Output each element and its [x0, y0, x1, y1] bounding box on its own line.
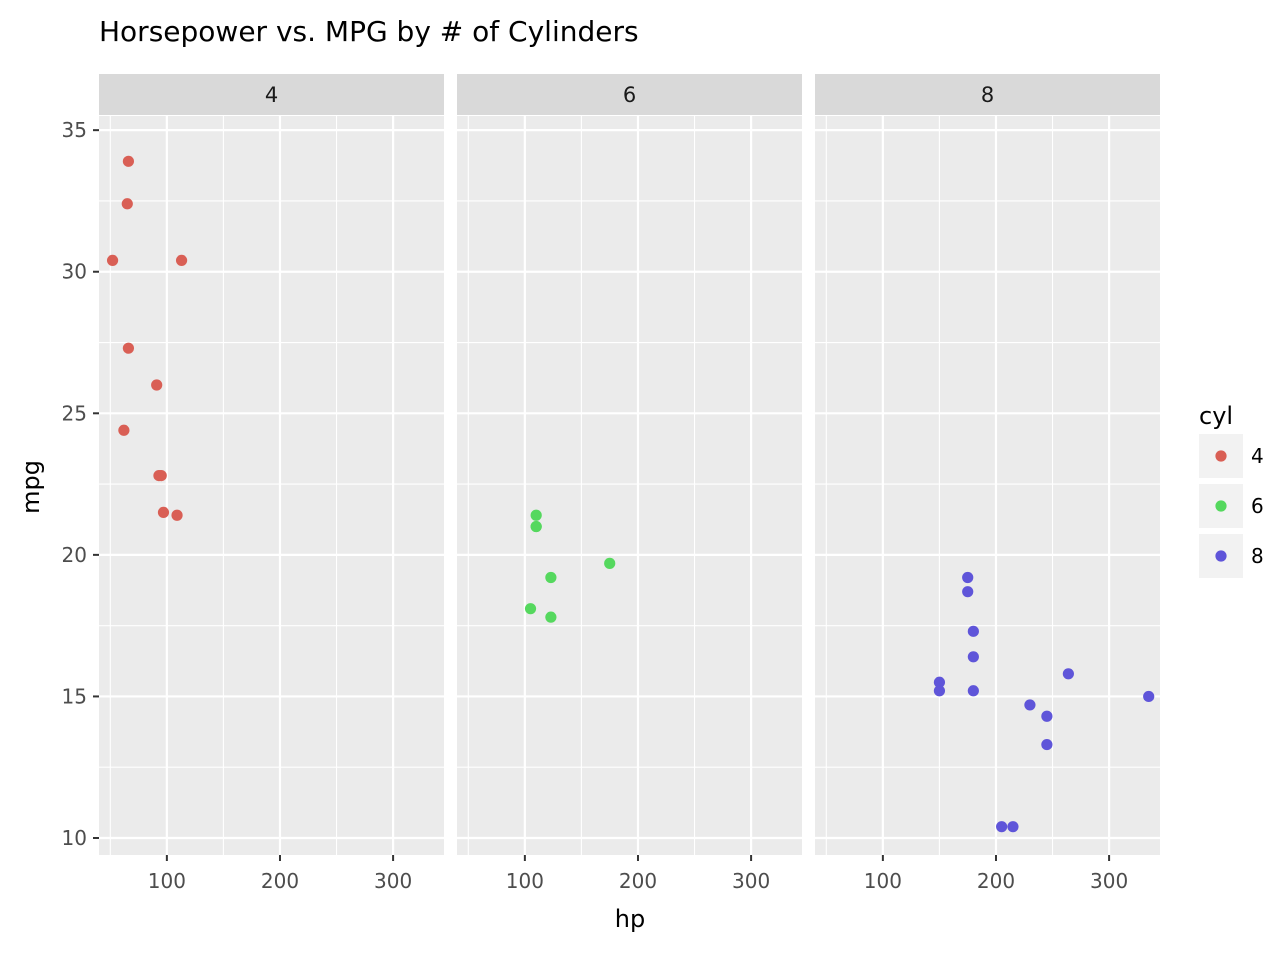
legend-title: cyl [1199, 402, 1233, 430]
data-point [1062, 668, 1074, 680]
data-point [530, 520, 542, 533]
data-point [155, 469, 167, 482]
data-point [106, 254, 119, 267]
data-point [604, 557, 616, 569]
chart-title: Horsepower vs. MPG by # of Cylinders [99, 15, 639, 48]
data-point [545, 611, 557, 623]
data-point [530, 509, 542, 521]
x-tick-label: 100 [864, 869, 902, 893]
x-tick-label: 100 [148, 869, 186, 893]
facet-strip-label: 6 [623, 83, 636, 107]
facet-strip [815, 74, 1160, 115]
data-point [1041, 738, 1053, 751]
data-point [1007, 821, 1019, 833]
facet-strip [457, 74, 802, 115]
x-tick-label: 200 [261, 869, 299, 893]
data-point [933, 676, 946, 688]
x-tick-label: 100 [506, 869, 544, 893]
data-point [1041, 710, 1053, 722]
data-point [962, 586, 974, 598]
data-point [996, 821, 1008, 833]
y-tick-label: 35 [62, 118, 87, 142]
panel-background [815, 116, 1160, 855]
data-point [1024, 699, 1036, 711]
legend-item: 8 [1199, 534, 1264, 578]
data-point [171, 509, 183, 521]
legend-item: 4 [1199, 434, 1264, 478]
legend-point [1215, 500, 1227, 512]
x-axis-label: hp [615, 905, 645, 933]
data-point [967, 651, 979, 663]
y-axis-label: mpg [17, 460, 45, 514]
legend-label: 6 [1251, 494, 1264, 518]
y-axis: 10 15 20 25 30 35 [62, 118, 99, 850]
legend: cyl 4 6 8 [1199, 402, 1264, 578]
legend-point [1215, 450, 1227, 462]
data-point [967, 685, 979, 697]
data-point [157, 506, 170, 518]
data-point [121, 198, 133, 210]
y-tick-label: 10 [62, 826, 87, 850]
legend-item: 6 [1199, 484, 1264, 528]
y-tick-label: 25 [62, 401, 87, 425]
data-point [122, 155, 135, 167]
x-tick-label: 200 [977, 869, 1015, 893]
legend-point [1215, 550, 1227, 562]
data-point [1143, 690, 1155, 703]
panel-background [99, 116, 444, 855]
facet-panels: 4 6 8 [99, 74, 1160, 855]
data-point [962, 571, 974, 584]
facet-panel: 4 [99, 74, 444, 855]
data-point [122, 342, 135, 354]
y-tick-label: 30 [62, 260, 87, 284]
y-tick-label: 15 [62, 684, 87, 708]
data-point [545, 571, 557, 584]
panel-background [457, 116, 802, 855]
x-tick-label: 300 [374, 869, 412, 893]
data-point [151, 379, 163, 391]
facet-strip-label: 4 [265, 83, 278, 107]
data-point [175, 254, 188, 267]
facet-strip-label: 8 [981, 83, 994, 107]
x-axes: 100 200 300 100 200 300 100 200 300 [148, 855, 1128, 893]
x-tick-label: 300 [1090, 869, 1128, 893]
facet-panel: 6 [457, 74, 802, 855]
data-point [933, 685, 946, 697]
y-tick-label: 20 [62, 543, 87, 567]
legend-label: 8 [1251, 544, 1264, 568]
x-tick-label: 200 [619, 869, 657, 893]
legend-label: 4 [1251, 444, 1264, 468]
facet-panel: 8 [815, 74, 1160, 855]
x-tick-label: 300 [732, 869, 770, 893]
facet-strip [99, 74, 444, 115]
data-point [967, 625, 979, 637]
data-point [118, 424, 130, 436]
data-point [524, 603, 537, 615]
